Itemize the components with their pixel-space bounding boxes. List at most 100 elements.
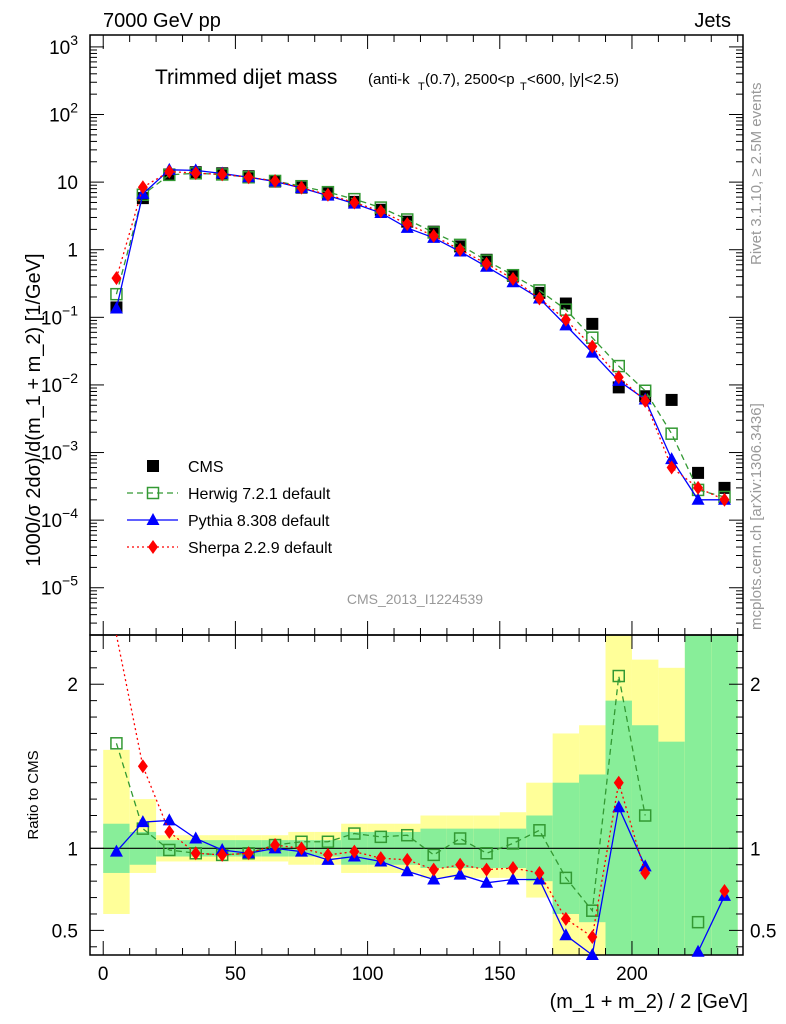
sherpa-point bbox=[428, 228, 439, 243]
herwig-point bbox=[480, 847, 493, 860]
ratio-y-tick-label: 1 bbox=[67, 839, 78, 860]
legend-label: Sherpa 2.2.9 default bbox=[188, 540, 333, 557]
sherpa-point bbox=[375, 204, 386, 219]
pythia-point bbox=[480, 875, 494, 888]
herwig-point bbox=[453, 832, 467, 845]
svg-text:(0.7), 2500<p: (0.7), 2500<p bbox=[425, 71, 515, 88]
ratio-line bbox=[115, 675, 646, 913]
band-inner bbox=[631, 725, 659, 955]
sherpa-point bbox=[613, 370, 624, 385]
main-series-pythia bbox=[109, 162, 731, 505]
sherpa-point bbox=[243, 170, 254, 185]
sherpa-point bbox=[190, 846, 201, 861]
chart-title-main: Trimmed dijet mass bbox=[155, 66, 337, 89]
sherpa-point bbox=[296, 180, 307, 195]
sherpa-point bbox=[322, 847, 333, 862]
main-series-cms bbox=[110, 166, 731, 494]
svg-text:T: T bbox=[418, 81, 425, 93]
herwig-point bbox=[374, 830, 388, 844]
sherpa-point bbox=[349, 195, 360, 210]
pythia-point bbox=[453, 867, 467, 880]
pythia-point bbox=[109, 844, 123, 857]
pythia-point bbox=[585, 948, 599, 960]
chart-title-suffix: (anti-k T (0.7), 2500<p T <600, |y|<2.5) bbox=[368, 71, 619, 93]
sherpa-point bbox=[507, 861, 518, 876]
ratio-ylabel: Ratio to CMS bbox=[25, 750, 42, 839]
pythia-point bbox=[427, 872, 441, 885]
sherpa-point bbox=[217, 847, 228, 862]
header-left: 7000 GeV pp bbox=[103, 10, 221, 32]
sherpa-point bbox=[190, 166, 201, 181]
herwig-point bbox=[612, 669, 625, 683]
pythia-point bbox=[162, 813, 176, 826]
pythia-point bbox=[638, 859, 652, 872]
y-tick-label: 1 bbox=[67, 241, 78, 262]
data-series bbox=[109, 162, 731, 960]
sherpa-point bbox=[719, 492, 730, 507]
x-tick-label: 100 bbox=[352, 964, 384, 985]
sherpa-point bbox=[270, 173, 281, 188]
header-right: Jets bbox=[694, 10, 731, 32]
sherpa-point bbox=[560, 911, 571, 926]
pythia-point bbox=[612, 800, 626, 813]
x-tick-label: 200 bbox=[616, 964, 648, 985]
sherpa-point bbox=[349, 844, 360, 859]
ratio-y-tick-label: 2 bbox=[67, 675, 78, 696]
series-line bbox=[115, 172, 725, 498]
pythia-point bbox=[109, 301, 123, 314]
y-tick-label: 10−3 bbox=[41, 438, 78, 465]
ratio-y-tick-label: 0.5 bbox=[52, 921, 78, 942]
cms-point bbox=[692, 466, 705, 479]
ratio-y-tick-label-right: 1 bbox=[750, 839, 761, 860]
sherpa-point bbox=[640, 865, 651, 880]
herwig-point bbox=[110, 287, 123, 301]
sherpa-point bbox=[455, 242, 466, 257]
sherpa-point bbox=[402, 852, 413, 867]
pythia-point bbox=[691, 492, 705, 505]
herwig-point bbox=[506, 837, 520, 850]
cms-point bbox=[147, 460, 159, 472]
cms-point bbox=[586, 317, 599, 330]
sherpa-point bbox=[375, 851, 386, 866]
sherpa-point bbox=[481, 256, 492, 271]
x-tick-label: 50 bbox=[225, 964, 246, 985]
pythia-point bbox=[559, 928, 573, 941]
herwig-point bbox=[427, 848, 440, 862]
sherpa-point bbox=[402, 217, 413, 232]
ratio-uncertainty-bands bbox=[103, 635, 738, 955]
pythia-point bbox=[146, 513, 160, 525]
herwig-point bbox=[348, 827, 361, 840]
herwig-point bbox=[110, 737, 123, 750]
ratio-y-tick-label-right: 2 bbox=[750, 675, 761, 696]
sherpa-point bbox=[507, 271, 518, 286]
sherpa-point bbox=[534, 865, 545, 880]
sherpa-point bbox=[640, 393, 651, 408]
herwig-point bbox=[638, 809, 652, 822]
herwig-point bbox=[559, 871, 573, 885]
pythia-point bbox=[400, 864, 414, 877]
sherpa-point bbox=[693, 480, 704, 495]
herwig-point bbox=[533, 824, 546, 837]
sherpa-point bbox=[719, 884, 730, 898]
sherpa-point bbox=[428, 862, 439, 877]
series-line bbox=[115, 169, 725, 501]
y-tick-label: 102 bbox=[49, 100, 78, 127]
herwig-point bbox=[691, 915, 705, 929]
herwig-point bbox=[400, 828, 414, 842]
y-tick-label: 10−5 bbox=[41, 573, 78, 600]
pythia-point bbox=[136, 815, 150, 828]
herwig-point bbox=[665, 427, 678, 440]
legend: CMS Herwig 7.2.1 default Pythia 8.308 defa… bbox=[127, 459, 333, 557]
herwig-point bbox=[163, 843, 176, 857]
series-line bbox=[115, 170, 725, 501]
pythia-point bbox=[506, 872, 520, 885]
ratio-frame bbox=[89, 634, 744, 956]
x-tick-label: 0 bbox=[98, 964, 109, 985]
pythia-point bbox=[189, 831, 203, 844]
sherpa-point bbox=[587, 339, 598, 354]
herwig-point bbox=[321, 835, 335, 849]
sherpa-point bbox=[111, 271, 122, 286]
pythia-point bbox=[691, 944, 705, 957]
sherpa-point bbox=[296, 841, 307, 856]
